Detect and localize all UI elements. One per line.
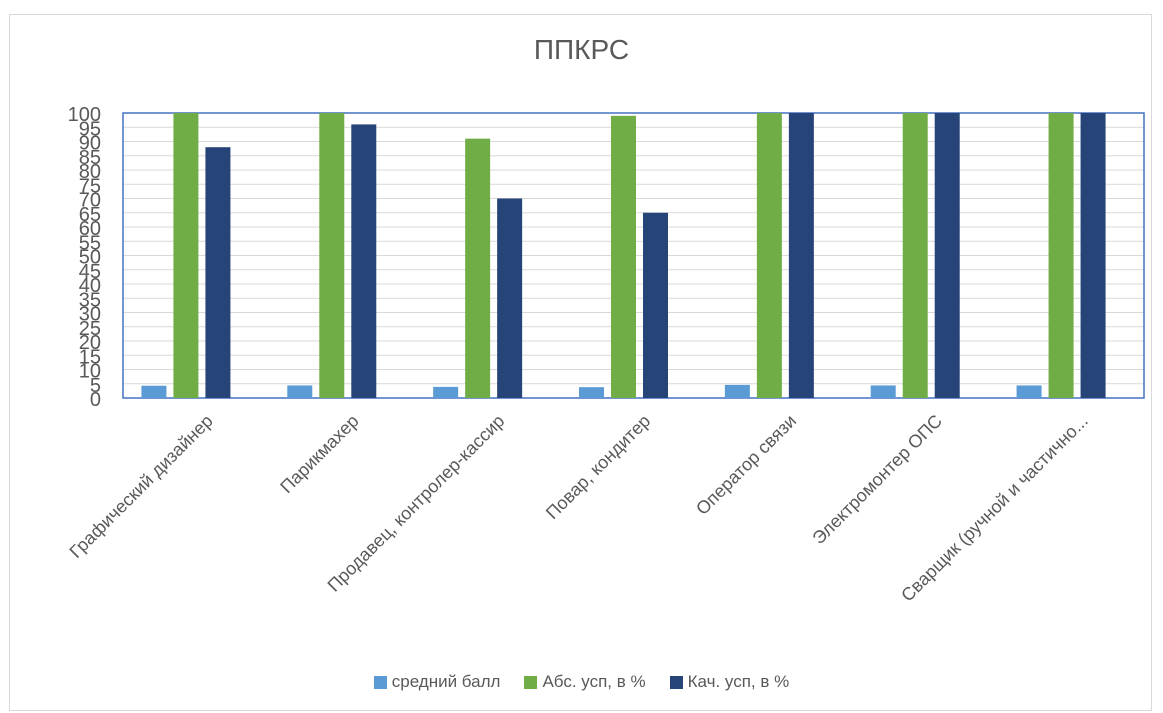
y-tick-label: 65: [79, 204, 101, 226]
y-tick-label: 0: [90, 389, 101, 411]
y-tick-label: 55: [79, 232, 101, 254]
category-label: Оператор связи: [692, 411, 800, 519]
y-tick-label: 95: [79, 118, 101, 140]
bar-qual: [351, 124, 377, 399]
y-tick-label: 50: [79, 247, 101, 269]
legend-swatch-qual: [669, 675, 683, 689]
bar-qual: [934, 113, 960, 398]
chart-title: ППКРС: [533, 34, 630, 65]
y-tick-label: 10: [79, 361, 101, 383]
y-tick-label: 70: [79, 190, 101, 212]
bar-avg: [287, 385, 313, 398]
y-tick-label: 100: [68, 104, 101, 126]
bar-qual: [643, 212, 668, 398]
y-tick-label: 85: [79, 147, 101, 169]
bar-avg: [141, 385, 167, 398]
bar-abs: [756, 113, 782, 398]
bar-qual: [205, 147, 231, 398]
category-label: Повар, кондитер: [542, 411, 654, 523]
bar-avg: [870, 385, 896, 398]
bar-qual: [788, 113, 814, 398]
y-tick-label: 40: [79, 275, 101, 297]
bar-avg: [579, 387, 604, 398]
bar-avg: [724, 384, 750, 398]
legend: средний балл Абс. усп, в % Кач. усп, в %: [0, 672, 1163, 692]
y-tick-label: 5: [90, 375, 101, 397]
chart-frame: [9, 14, 1152, 711]
category-label: Продавец, контролер-кассир: [324, 411, 509, 596]
bar-qual: [497, 198, 523, 398]
bar-abs: [611, 115, 636, 398]
category-label: Графический дизайнер: [66, 411, 217, 562]
legend-item-abs: Абс. усп, в %: [524, 672, 646, 692]
bar-abs: [465, 138, 491, 398]
y-tick-label: 45: [79, 261, 101, 283]
category-label: Электромонтер ОПС: [808, 411, 946, 549]
bar-abs: [173, 113, 199, 398]
legend-item-qual: Кач. усп, в %: [669, 672, 790, 692]
y-tick-label: 15: [79, 346, 101, 368]
y-tick-label: 35: [79, 289, 101, 311]
legend-swatch-abs: [524, 675, 538, 689]
bar-avg: [1016, 385, 1042, 398]
y-tick-label: 60: [79, 218, 101, 240]
bar-avg: [433, 386, 459, 398]
bar-abs: [1048, 113, 1074, 398]
legend-swatch-avg: [373, 675, 387, 689]
category-label: Парикмахер: [276, 411, 362, 497]
bar-abs: [902, 113, 928, 398]
legend-label-avg: средний балл: [391, 672, 501, 691]
y-tick-label: 20: [79, 332, 101, 354]
y-tick-label: 30: [79, 304, 101, 326]
y-tick-label: 90: [79, 133, 101, 155]
bar-abs: [319, 113, 345, 398]
legend-item-avg: средний балл: [373, 672, 501, 692]
y-tick-label: 25: [79, 318, 101, 340]
y-tick-label: 80: [79, 161, 101, 183]
legend-label-abs: Абс. усп, в %: [542, 672, 646, 691]
legend-label-qual: Кач. усп, в %: [687, 672, 790, 691]
y-tick-label: 75: [79, 175, 101, 197]
bar-qual: [1080, 113, 1106, 398]
